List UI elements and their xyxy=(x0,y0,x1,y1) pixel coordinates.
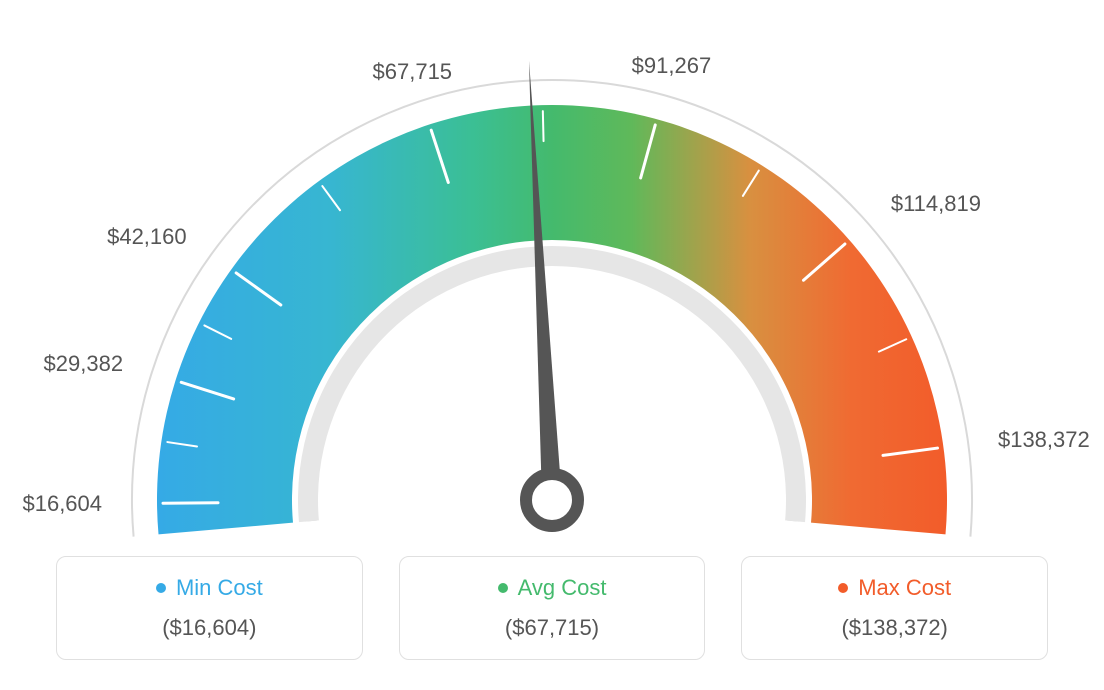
legend-title-row: Avg Cost xyxy=(410,575,695,601)
gauge-tick-label: $29,382 xyxy=(44,351,124,377)
gauge-tick-label: $67,715 xyxy=(373,59,453,85)
gauge-chart: $16,604 $29,382 $42,160 $67,715 $91,267 $114,… xyxy=(0,0,1104,540)
gauge-svg xyxy=(0,0,1104,560)
gauge-tick-label: $42,160 xyxy=(107,224,187,250)
legend-value-min: ($16,604) xyxy=(67,615,352,641)
legend-row: Min Cost ($16,604) Avg Cost ($67,715) Ma… xyxy=(56,556,1048,660)
legend-title-min: Min Cost xyxy=(176,575,263,601)
legend-title-row: Max Cost xyxy=(752,575,1037,601)
gauge-tick-label: $114,819 xyxy=(891,191,981,217)
legend-title-avg: Avg Cost xyxy=(518,575,607,601)
legend-title-max: Max Cost xyxy=(858,575,951,601)
cost-gauge-container: $16,604 $29,382 $42,160 $67,715 $91,267 $114,… xyxy=(0,0,1104,690)
legend-title-row: Min Cost xyxy=(67,575,352,601)
gauge-tick-label: $91,267 xyxy=(632,53,712,79)
dot-icon xyxy=(838,583,848,593)
legend-card-avg: Avg Cost ($67,715) xyxy=(399,556,706,660)
legend-value-avg: ($67,715) xyxy=(410,615,695,641)
legend-card-max: Max Cost ($138,372) xyxy=(741,556,1048,660)
legend-value-max: ($138,372) xyxy=(752,615,1037,641)
legend-card-min: Min Cost ($16,604) xyxy=(56,556,363,660)
gauge-tick-label: $138,372 xyxy=(998,427,1090,453)
dot-icon xyxy=(156,583,166,593)
dot-icon xyxy=(498,583,508,593)
gauge-tick-label: $16,604 xyxy=(22,491,102,517)
